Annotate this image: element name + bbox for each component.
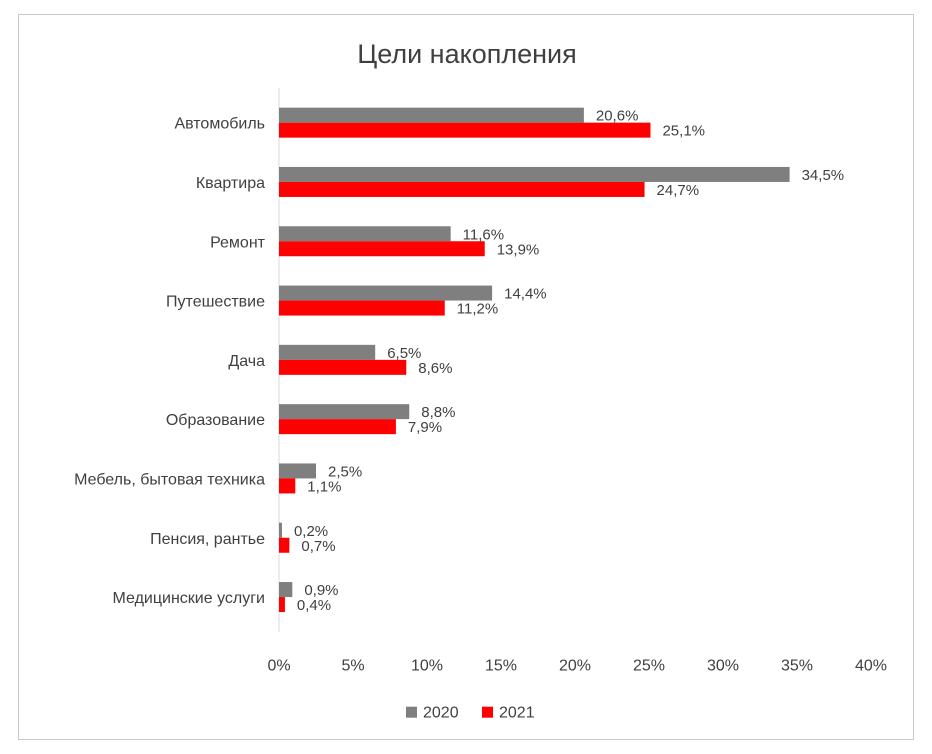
x-tick-label: 0% (267, 658, 290, 675)
data-label-2020: 14,4% (504, 286, 547, 303)
x-tick-label: 20% (559, 658, 591, 675)
legend-swatch-2020 (406, 706, 417, 718)
category-label: Ремонт (210, 234, 266, 251)
chart-frame: Цели накопления 0% 5% 10% 15% 20% 25% 30% 35% 40… (18, 14, 914, 740)
legend-label-2021: 2021 (499, 705, 535, 722)
category-label: Путешествие (166, 294, 265, 311)
bar-2021 (279, 478, 296, 494)
data-label-2021: 1,1% (307, 478, 341, 495)
data-label-2020: 6,5% (387, 345, 421, 362)
data-label-2020: 2,5% (328, 463, 362, 480)
bar-2021 (279, 359, 407, 375)
data-label-2021: 7,9% (408, 419, 442, 436)
data-label-2020: 0,2% (294, 523, 328, 540)
x-tick-label: 40% (855, 658, 887, 675)
bar-2020 (279, 522, 282, 538)
bar-2020 (279, 226, 451, 242)
data-label-2021: 11,2% (457, 301, 498, 318)
x-tick-label: 30% (707, 658, 739, 675)
category-label: Образование (166, 412, 265, 429)
chart: Цели накопления 0% 5% 10% 15% 20% 25% 30% 35% 40… (74, 39, 887, 722)
bar-2020 (279, 582, 293, 598)
bar-2020 (279, 463, 316, 479)
bar-2020 (279, 107, 584, 123)
bar-2021 (279, 122, 651, 138)
category-label: Дача (228, 353, 265, 370)
data-label-2020: 20,6% (596, 108, 639, 125)
bar-2020 (279, 166, 790, 182)
category-label: Пенсия, рантье (150, 531, 265, 548)
bar-2021 (279, 241, 485, 257)
legend-label-2020: 2020 (423, 705, 459, 722)
category-label: Квартира (196, 175, 265, 192)
bar-2021 (279, 300, 445, 316)
data-label-2021: 13,9% (497, 241, 540, 258)
bar-2020 (279, 344, 376, 360)
x-tick-label: 25% (633, 658, 665, 675)
data-label-2021: 25,1% (662, 123, 705, 140)
x-tick-label: 5% (341, 658, 364, 675)
data-label-2021: 8,6% (418, 360, 452, 377)
data-label-2020: 11,6% (463, 226, 504, 243)
data-label-2021: 0,7% (301, 538, 335, 555)
category-label: Автомобиль (174, 116, 265, 133)
x-tick-label: 15% (485, 658, 517, 675)
data-label-2020: 0,9% (304, 582, 338, 599)
data-label-2021: 24,7% (657, 182, 700, 199)
bar-2021 (279, 597, 285, 613)
bar-2021 (279, 537, 290, 553)
bar-2020 (279, 404, 410, 420)
category-label: Мебель, бытовая техника (74, 471, 265, 488)
bar-2020 (279, 285, 493, 301)
bar-2021 (279, 181, 645, 197)
bar-2021 (279, 419, 396, 435)
data-label-2021: 0,4% (297, 597, 331, 614)
data-label-2020: 8,8% (421, 404, 455, 421)
x-tick-label: 10% (411, 658, 443, 675)
category-label: Медицинские услуги (113, 590, 265, 607)
x-tick-label: 35% (781, 658, 813, 675)
chart-title: Цели накопления (357, 39, 577, 69)
data-label-2020: 34,5% (802, 167, 845, 184)
legend-swatch-2021 (482, 706, 493, 718)
